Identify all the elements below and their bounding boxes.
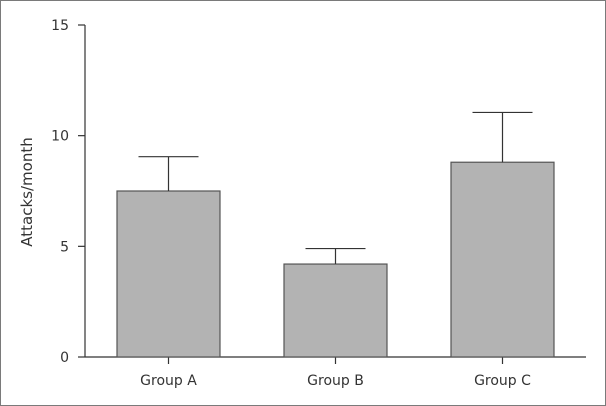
bar <box>116 190 221 358</box>
x-tick-label: Group A <box>140 373 197 389</box>
y-tick-label: 15 <box>51 18 69 34</box>
y-axis-title: Attacks/month <box>18 137 36 246</box>
y-tick-label: 5 <box>60 239 69 255</box>
error-bars <box>138 111 533 265</box>
labels: 0 5 10 15 Group A Group B Group C <box>51 18 531 389</box>
x-tick-label: Group C <box>474 373 531 389</box>
bar <box>450 161 555 358</box>
bars <box>116 161 555 358</box>
x-tick-label: Group B <box>307 373 364 389</box>
y-tick-label: 10 <box>51 129 69 145</box>
y-tick-label: 0 <box>60 350 69 366</box>
bar <box>283 263 388 358</box>
